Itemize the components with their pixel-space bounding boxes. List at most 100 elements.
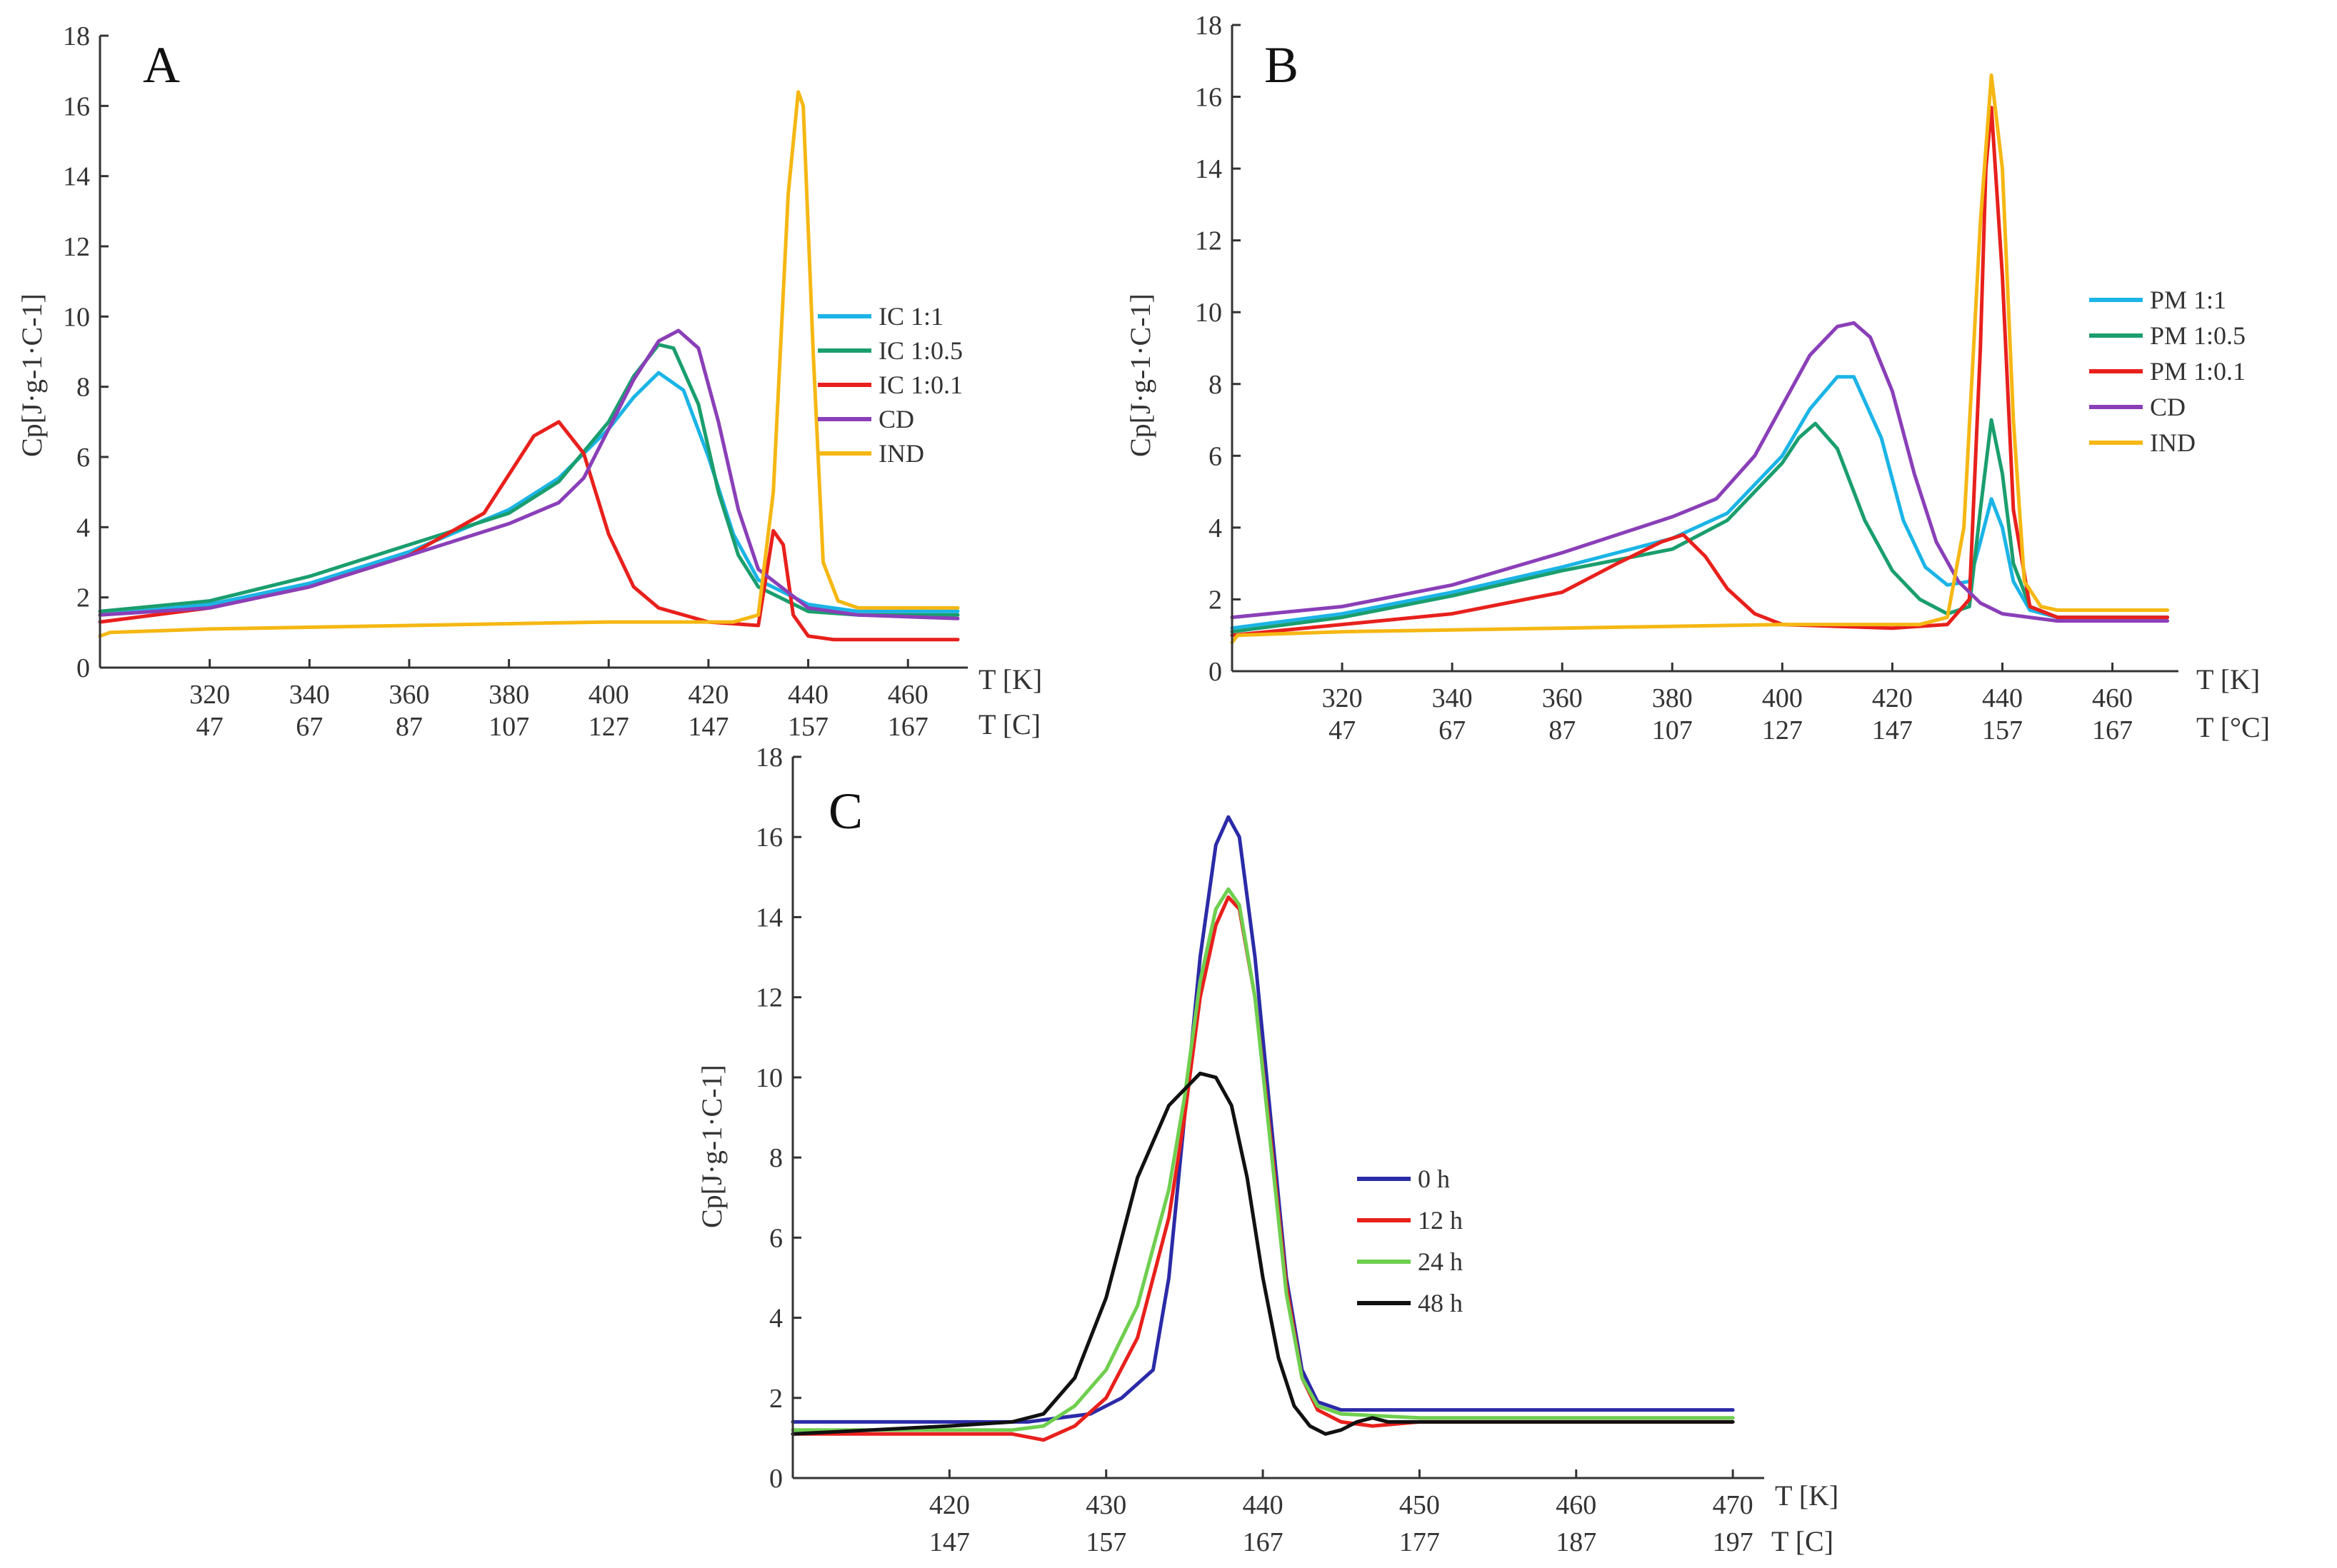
y-tick-label: 18 bbox=[1195, 11, 1222, 41]
x2-tick-label: 107 bbox=[1652, 715, 1693, 745]
y-tick-label: 10 bbox=[756, 1063, 783, 1093]
y-tick-label: 14 bbox=[756, 903, 783, 933]
y-axis-label: Cp[J·g-1·C-1] bbox=[696, 1065, 728, 1228]
x-tick-label: 400 bbox=[589, 680, 629, 710]
series-line-cd bbox=[1230, 321, 2170, 623]
x-tick-label: 360 bbox=[389, 680, 429, 710]
legend-label: IC 1:0.5 bbox=[879, 336, 963, 365]
y-tick-label: 8 bbox=[769, 1143, 783, 1173]
y-ticks: 0 2 4 6 8 10 12 14 16 18 bbox=[63, 21, 109, 683]
legend-label: IC 1:0.1 bbox=[879, 371, 963, 399]
x2-tick-label: 87 bbox=[1548, 715, 1576, 745]
x-tick-label: 400 bbox=[1762, 683, 1803, 713]
x-axis-label: T [K] bbox=[2196, 663, 2260, 695]
legend-label: IC 1:1 bbox=[879, 302, 944, 331]
series-line-ind bbox=[98, 90, 960, 638]
x2-tick-label: 67 bbox=[296, 712, 323, 742]
x2-tick-label: 47 bbox=[1328, 715, 1356, 745]
y-ticks: 0 2 4 6 8 10 12 14 16 18 bbox=[756, 743, 801, 1494]
x2-tick-label: 107 bbox=[489, 712, 529, 742]
y-tick-label: 0 bbox=[769, 1464, 783, 1494]
x-tick-label: 460 bbox=[1556, 1490, 1596, 1520]
y-tick-label: 18 bbox=[756, 743, 783, 773]
panel-label: C bbox=[829, 783, 863, 840]
x2-tick-label: 157 bbox=[788, 712, 829, 742]
legend-label: 12 h bbox=[1418, 1206, 1463, 1235]
x2-tick-label: 47 bbox=[196, 712, 224, 742]
x-tick-label: 340 bbox=[1432, 683, 1473, 713]
series-line-pm-1-0-1 bbox=[1230, 106, 2170, 638]
x2-ticks: 47 67 87 107 127 147 157 167 bbox=[1328, 715, 2133, 745]
y-tick-label: 8 bbox=[1208, 370, 1222, 400]
x-tick-label: 320 bbox=[189, 680, 230, 710]
y-tick-label: 16 bbox=[1195, 83, 1222, 113]
x2-tick-label: 187 bbox=[1556, 1527, 1596, 1557]
x-tick-label: 380 bbox=[1652, 683, 1693, 713]
x2-tick-label: 67 bbox=[1438, 715, 1466, 745]
series-line-pm-1-1 bbox=[1230, 375, 2170, 630]
x2-tick-label: 157 bbox=[1086, 1527, 1126, 1557]
y-tick-label: 12 bbox=[63, 232, 90, 262]
x-tick-label: 440 bbox=[788, 680, 829, 710]
x2-tick-label: 177 bbox=[1399, 1527, 1440, 1557]
x2-axis-label: T [C] bbox=[1771, 1525, 1833, 1557]
y-tick-label: 2 bbox=[76, 583, 90, 613]
plot-area bbox=[791, 815, 1735, 1442]
y-tick-label: 0 bbox=[76, 653, 90, 683]
y-axis-label: Cp[J·g-1·C-1] bbox=[1124, 293, 1156, 457]
x2-tick-label: 147 bbox=[929, 1527, 970, 1557]
x-axis-label: T [K] bbox=[979, 663, 1042, 695]
x-tick-label: 440 bbox=[1243, 1490, 1283, 1520]
legend-label: 48 h bbox=[1418, 1289, 1463, 1317]
x2-tick-label: 87 bbox=[396, 712, 423, 742]
legend: PM 1:1 PM 1:0.5 PM 1:0.1 CD IND bbox=[2089, 286, 2246, 457]
legend-label: 0 h bbox=[1418, 1165, 1450, 1193]
x-tick-label: 420 bbox=[1872, 683, 1913, 713]
series-line-0-h bbox=[791, 815, 1735, 1424]
x2-tick-label: 147 bbox=[688, 712, 729, 742]
legend-label: PM 1:0.1 bbox=[2150, 357, 2246, 386]
x2-tick-label: 127 bbox=[589, 712, 629, 742]
legend-label: PM 1:1 bbox=[2150, 286, 2226, 314]
y-tick-label: 6 bbox=[1208, 441, 1222, 471]
y-tick-label: 4 bbox=[76, 513, 90, 543]
series-line-ic-1-0-5 bbox=[98, 343, 960, 617]
panel-label: B bbox=[1264, 36, 1298, 94]
x2-axis-label: T [°C] bbox=[2196, 711, 2270, 743]
y-tick-label: 10 bbox=[63, 302, 90, 332]
series-line-ind bbox=[1230, 73, 2170, 645]
x-tick-label: 430 bbox=[1086, 1490, 1126, 1520]
y-tick-label: 14 bbox=[1195, 154, 1222, 184]
x2-tick-label: 167 bbox=[2092, 715, 2133, 745]
panel-label: A bbox=[143, 36, 180, 94]
x2-tick-label: 197 bbox=[1713, 1527, 1753, 1557]
x-ticks: 320 340 360 380 400 420 440 460 bbox=[1322, 663, 2133, 713]
legend-label: IND bbox=[879, 439, 924, 468]
x-tick-label: 450 bbox=[1399, 1490, 1440, 1520]
legend-label: IND bbox=[2150, 428, 2196, 457]
series-line-48-h bbox=[791, 1071, 1735, 1436]
y-axis-label: Cp[J·g-1·C-1] bbox=[16, 293, 48, 457]
y-tick-label: 6 bbox=[76, 443, 90, 473]
x2-tick-label: 127 bbox=[1762, 715, 1803, 745]
x-ticks: 420 430 440 450 460 470 bbox=[929, 1469, 1753, 1520]
y-tick-label: 6 bbox=[769, 1223, 783, 1253]
x-tick-label: 340 bbox=[289, 680, 330, 710]
legend-label: CD bbox=[2150, 393, 2186, 421]
x2-tick-label: 167 bbox=[888, 712, 929, 742]
x-ticks: 320 340 360 380 400 420 440 460 bbox=[189, 659, 929, 710]
x-tick-label: 380 bbox=[489, 680, 529, 710]
x2-axis-label: T [C] bbox=[979, 708, 1041, 740]
y-tick-label: 12 bbox=[1195, 226, 1222, 256]
y-tick-label: 12 bbox=[756, 983, 783, 1013]
y-tick-label: 8 bbox=[76, 373, 90, 403]
legend-label: 24 h bbox=[1418, 1247, 1463, 1276]
chart-panel-c: C 0 2 4 6 8 10 12 14 16 18 420 430 440 450 460 470 147… bbox=[696, 743, 1838, 1557]
x-tick-label: 470 bbox=[1713, 1490, 1753, 1520]
y-tick-label: 18 bbox=[63, 21, 90, 51]
y-tick-label: 0 bbox=[1208, 657, 1222, 687]
y-tick-label: 2 bbox=[769, 1384, 783, 1414]
